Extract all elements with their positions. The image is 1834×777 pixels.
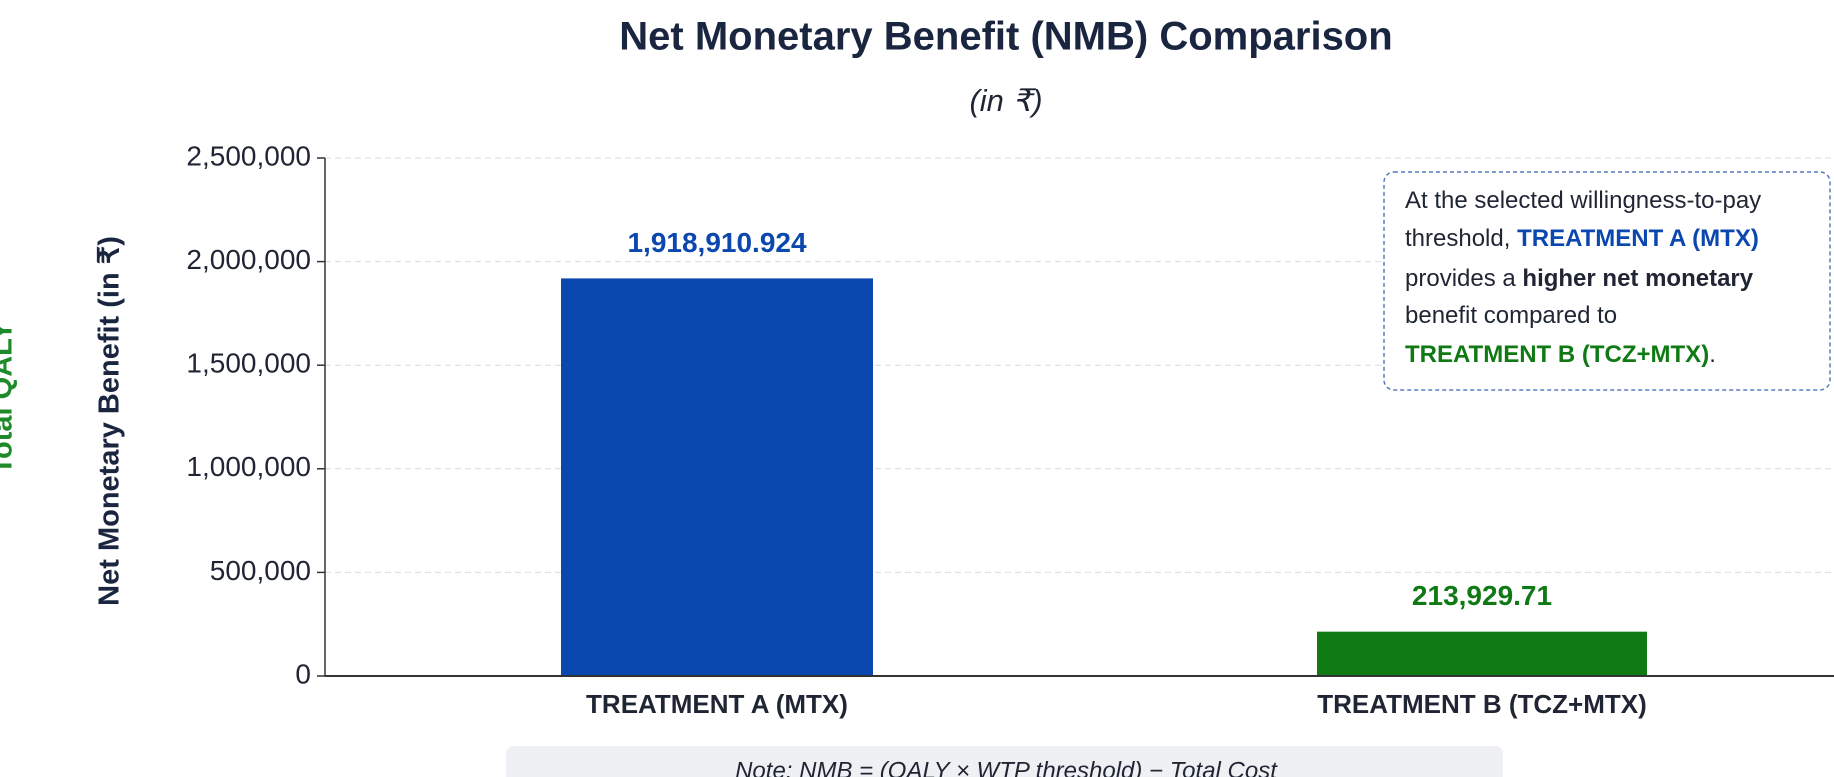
x-tick-label: TREATMENT B (TCZ+MTX) — [1317, 689, 1647, 719]
bar — [1317, 631, 1647, 676]
annotation-line: At the selected willingness-to-pay — [1405, 187, 1761, 214]
y-tick-label: 2,000,000 — [186, 244, 311, 275]
annotation-box — [1383, 171, 1831, 391]
chart-title: Net Monetary Benefit (NMB) Comparison — [619, 15, 1392, 59]
y-tick-label: 2,500,000 — [186, 140, 311, 171]
y-tick-label: 1,000,000 — [186, 451, 311, 482]
note: Note: NMB = (QALY × WTP threshold) − Tot… — [735, 757, 1278, 777]
bar — [561, 278, 873, 676]
annotation-line: TREATMENT B (TCZ+MTX). — [1405, 341, 1716, 368]
secondary-axis-label: Total QALY — [0, 321, 19, 474]
value-label: 213,929.71 — [1412, 580, 1552, 611]
annotation-line: provides a higher net monetary — [1405, 265, 1754, 292]
y-tick-label: 500,000 — [210, 555, 311, 586]
y-axis-label: Net Monetary Benefit (in ₹) — [94, 236, 126, 606]
annotation-line: threshold, TREATMENT A (MTX) — [1405, 225, 1759, 252]
y-tick-label: 1,500,000 — [186, 348, 311, 379]
annotation-line: benefit compared to — [1405, 302, 1617, 329]
value-label: 1,918,910.924 — [627, 227, 806, 258]
y-tick-label: 0 — [295, 658, 311, 689]
note-box — [506, 746, 1503, 777]
x-tick-label: TREATMENT A (MTX) — [586, 689, 848, 719]
chart-subtitle: (in ₹) — [969, 83, 1042, 118]
